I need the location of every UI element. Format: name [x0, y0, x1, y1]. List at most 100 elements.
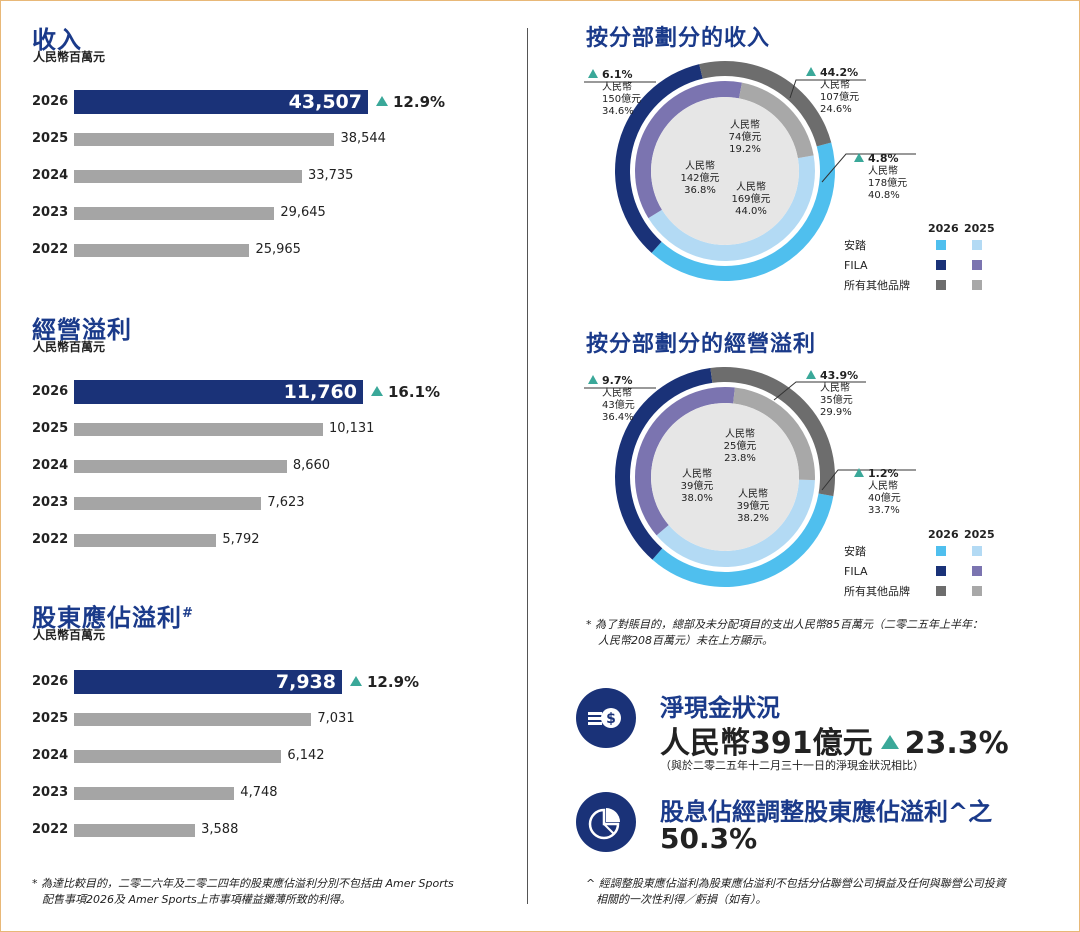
- bar-row: 2026 11,760 16.1%: [0, 380, 520, 404]
- bar-current-year: 43,507: [74, 90, 368, 114]
- legend-swatch-2025: [972, 566, 982, 576]
- bar-prior-year: [74, 750, 282, 763]
- bar-chart-title: 經營溢利: [32, 310, 132, 345]
- bar-row: 2024 8,660: [0, 454, 520, 478]
- inner-slice-amount: 169億元: [731, 192, 770, 205]
- net-cash-title: 淨現金狀況: [660, 694, 780, 722]
- callout-amount: 107億元: [820, 90, 859, 103]
- profit-footnote: * 為達比較目的，二零二六年及二零二四年的股東應佔溢利分別不包括由 Amer S…: [32, 876, 454, 908]
- legend-year-2025: 2025: [964, 222, 995, 235]
- bar-prior-year: [74, 423, 323, 436]
- callout-leader-line: [821, 469, 916, 491]
- legend-swatch-2025: [972, 240, 982, 250]
- callout-growth: 6.1%: [602, 68, 633, 81]
- callout-growth: 9.7%: [602, 374, 633, 387]
- legend-entry-label: 安踏: [844, 544, 866, 558]
- callout-leader-line: [789, 79, 866, 99]
- cash-dollar-icon: $: [576, 688, 636, 748]
- bar-chart-unit: 人民幣百萬元: [33, 628, 106, 642]
- up-arrow-icon: [854, 153, 864, 162]
- bar-prior-year: [74, 534, 217, 547]
- callout-growth: 44.2%: [820, 66, 858, 79]
- bar-prior-year: [74, 244, 250, 257]
- inner-slice-label: 人民幣: [730, 119, 760, 131]
- bar-prior-year: [74, 713, 312, 726]
- inner-slice-amount: 39億元: [681, 479, 714, 492]
- growth-label: 16.1%: [371, 380, 440, 404]
- inner-slice-label: 人民幣: [685, 160, 715, 172]
- bar-current-year: 11,760: [74, 380, 363, 404]
- growth-value: 16.1%: [388, 383, 441, 401]
- bar-chart-title-note: #: [182, 606, 194, 621]
- up-arrow-icon: [371, 386, 383, 396]
- bar-prior-year: [74, 133, 335, 146]
- bar-row: 2024 33,735: [0, 164, 520, 188]
- inner-slice-amount: 39億元: [737, 499, 770, 512]
- donut-slice-2025: [656, 479, 815, 567]
- bar-value-label: 5,792: [222, 532, 260, 547]
- inner-slice-pct: 36.8%: [684, 185, 716, 196]
- inner-slice-pct: 38.0%: [681, 493, 713, 504]
- bar-year-label: 2026: [32, 674, 69, 689]
- bar-value-label: 38,544: [340, 131, 386, 146]
- bar-year-label: 2022: [32, 532, 69, 547]
- callout-label: 人民幣: [868, 165, 898, 177]
- bar-year-label: 2024: [32, 168, 69, 183]
- inner-slice-pct: 44.0%: [735, 206, 767, 217]
- bar-year-label: 2022: [32, 822, 69, 837]
- donut-center: [651, 97, 799, 245]
- callout-label: 人民幣: [602, 81, 632, 93]
- legend-entry-label: 安踏: [844, 238, 866, 252]
- donut-slice-2026: [699, 61, 832, 147]
- inner-slice-label: 人民幣: [738, 488, 768, 500]
- bar-chart-title-text: 股東應佔溢利: [32, 604, 182, 632]
- inner-slice-amount: 74億元: [729, 130, 762, 143]
- bar-value-label: 4,748: [240, 785, 278, 800]
- growth-value: 12.9%: [367, 673, 420, 691]
- donut-slice-2025: [635, 387, 735, 536]
- donut-slice-2025: [635, 80, 742, 219]
- legend-swatch-2026: [936, 586, 946, 596]
- net-cash-value: 人民幣391億元 23.3%: [660, 718, 1009, 762]
- bar-prior-year: [74, 497, 262, 510]
- bar-year-label: 2023: [32, 495, 69, 510]
- inner-slice-pct: 38.2%: [737, 513, 769, 524]
- payout-title: 股息佔經調整股東應佔溢利^之: [660, 798, 993, 826]
- bar-row: 2022 3,588: [0, 818, 520, 842]
- callout-amount: 178億元: [868, 176, 907, 189]
- profit-segment-title: 按分部劃分的經營溢利: [586, 332, 817, 357]
- callout-amount: 35億元: [820, 393, 853, 406]
- legend-swatch-2025: [972, 280, 982, 290]
- donut-slice-2026: [615, 367, 713, 560]
- inner-slice-label: 人民幣: [725, 428, 755, 440]
- donut-slice-2025: [648, 155, 815, 261]
- net-cash-growth: 23.3%: [904, 726, 1009, 761]
- up-arrow-icon: [376, 96, 388, 106]
- bar-row: 2025 10,131: [0, 417, 520, 441]
- inner-slice-pct: 23.8%: [724, 453, 756, 464]
- callout-pct: 40.8%: [868, 190, 900, 201]
- segment-footnote: * 為了對賬目的，總部及未分配項目的支出人民幣85百萬元（二零二五年上半年： 人…: [586, 617, 983, 649]
- inner-slice-label: 人民幣: [736, 181, 766, 193]
- inner-slice-label: 人民幣: [682, 468, 712, 480]
- legend-swatch-2025: [972, 546, 982, 556]
- revenue-segment-title: 按分部劃分的收入: [586, 26, 771, 51]
- inner-slice-pct: 19.2%: [729, 144, 761, 155]
- bar-row: 2023 29,645: [0, 201, 520, 225]
- callout-leader-line: [821, 153, 916, 183]
- legend-swatch-2025: [972, 260, 982, 270]
- bar-prior-year: [74, 824, 196, 837]
- donut-slice-2025: [738, 82, 814, 159]
- bar-year-label: 2023: [32, 785, 69, 800]
- callout-pct: 36.4%: [602, 412, 634, 423]
- legend-year-2025: 2025: [964, 528, 995, 541]
- revenue-segment-donut-chart: 人民幣169億元44.0%人民幣142億元36.8%人民幣74億元19.2%4.…: [584, 61, 995, 292]
- bar-value-label: 6,142: [287, 748, 325, 763]
- up-arrow-icon: [880, 735, 899, 749]
- bar-row: 2026 7,938 12.9%: [0, 670, 520, 694]
- bar-chart-unit: 人民幣百萬元: [33, 50, 106, 64]
- bar-prior-year: [74, 170, 302, 183]
- bar-row: 2022 25,965: [0, 238, 520, 262]
- up-arrow-icon: [588, 69, 598, 78]
- donut-slice-2026: [651, 142, 835, 281]
